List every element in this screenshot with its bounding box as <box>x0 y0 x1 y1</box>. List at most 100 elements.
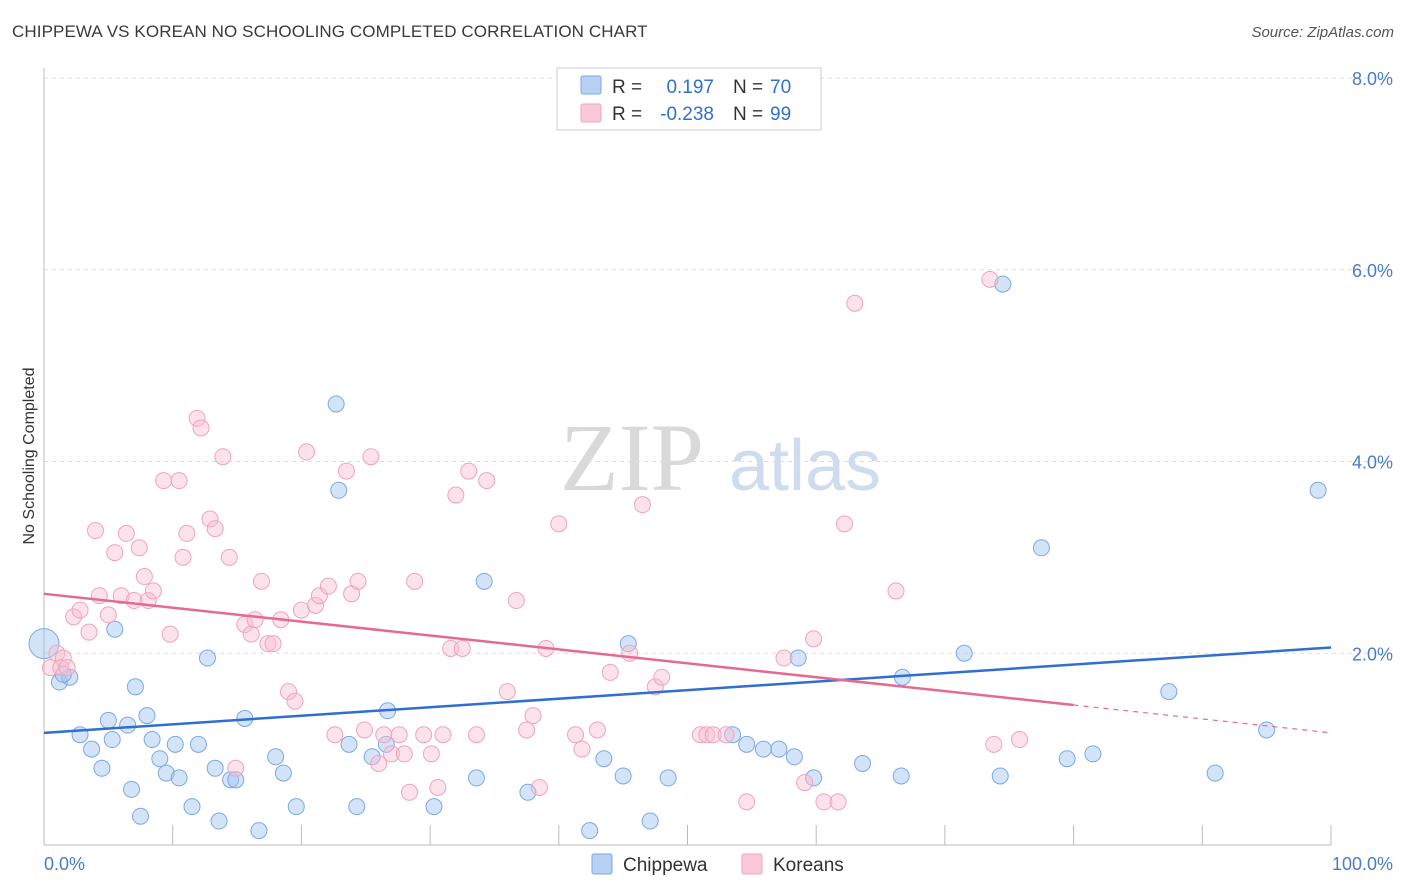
koreans-point <box>518 721 536 739</box>
legend-chippewa-swatch <box>580 75 602 95</box>
bottom-legend-koreans-swatch <box>741 853 763 875</box>
koreans-point <box>292 601 310 619</box>
chippewa-point <box>770 740 788 758</box>
koreans-point <box>117 524 135 542</box>
koreans-point <box>280 683 298 701</box>
gridlines <box>44 77 1393 654</box>
koreans-point <box>201 510 219 528</box>
chippewa-point <box>467 769 485 787</box>
koreans-point <box>337 462 355 480</box>
koreans-point <box>429 778 447 796</box>
chippewa-point <box>425 798 443 816</box>
koreans-point <box>259 635 277 653</box>
chippewa-point <box>595 750 613 768</box>
chippewa-point <box>641 812 659 830</box>
koreans-point <box>178 524 196 542</box>
chippewa-point <box>143 731 161 749</box>
koreans-point <box>298 443 316 461</box>
koreans-point <box>390 726 408 744</box>
koreans-point <box>829 793 847 811</box>
chippewa-point <box>157 764 175 782</box>
chippewa-point <box>994 275 1012 293</box>
chippewa-point <box>785 748 803 766</box>
koreans-point <box>422 745 440 763</box>
koreans-trend-line-extension <box>1073 704 1332 734</box>
bottom-legend-koreans-label: Koreans <box>773 855 844 876</box>
chippewa-point <box>340 735 358 753</box>
koreans-point <box>192 419 210 437</box>
koreans-point <box>286 692 304 710</box>
koreans-point <box>220 548 238 566</box>
chippewa-point <box>50 673 68 691</box>
koreans-point <box>704 726 722 744</box>
koreans-point <box>319 577 337 595</box>
koreans-point <box>395 745 413 763</box>
chippewa-point <box>274 764 292 782</box>
chippewa-point <box>250 822 268 840</box>
series-legend: Chippewa Koreans <box>591 853 844 876</box>
chippewa-point <box>267 748 285 766</box>
chippewa-point <box>198 649 216 667</box>
y-axis-title: No Schooling Completed <box>21 368 38 545</box>
chippewa-point <box>287 798 305 816</box>
koreans-point <box>836 515 854 533</box>
legend-koreans-swatch <box>580 103 602 123</box>
chippewa-point <box>106 620 124 638</box>
koreans-point <box>588 721 606 739</box>
watermark-zip: ZIP <box>560 404 704 511</box>
koreans-point <box>415 726 433 744</box>
koreans-point <box>58 659 76 677</box>
koreans-point <box>375 726 393 744</box>
koreans-point <box>65 608 83 626</box>
koreans-point <box>815 793 833 811</box>
chippewa-point <box>103 731 121 749</box>
koreans-point <box>467 726 485 744</box>
chippewa-point <box>1058 750 1076 768</box>
chippewa-point <box>132 807 150 825</box>
chippewa-point <box>330 481 348 499</box>
koreans-point <box>530 778 548 796</box>
legend-chippewa-r-label: R = <box>612 77 642 98</box>
koreans-point <box>242 625 260 643</box>
bottom-legend-chippewa-swatch <box>591 853 613 875</box>
chippewa-point <box>183 798 201 816</box>
series-koreans-points <box>41 270 1029 811</box>
koreans-point <box>550 515 568 533</box>
koreans-point <box>144 582 162 600</box>
y-tick-labels: 2.0% 4.0% 6.0% 8.0% <box>1352 69 1393 664</box>
chippewa-point <box>151 750 169 768</box>
chippewa-point <box>1160 683 1178 701</box>
koreans-trend-line <box>43 592 1074 707</box>
chippewa-point <box>1258 721 1276 739</box>
koreans-point <box>349 572 367 590</box>
koreans-point <box>264 635 282 653</box>
chippewa-point <box>854 755 872 773</box>
chippewa-trend-line <box>43 646 1332 735</box>
chippewa-point <box>724 726 742 744</box>
koreans-point <box>460 462 478 480</box>
chippewa-point <box>1084 745 1102 763</box>
legend-chippewa-n-label: N = <box>733 77 763 98</box>
chippewa-point <box>581 822 599 840</box>
koreans-point <box>80 623 98 641</box>
koreans-point <box>717 726 735 744</box>
chart-title: CHIPPEWA VS KOREAN NO SCHOOLING COMPLETE… <box>12 22 648 41</box>
chippewa-point <box>119 716 137 734</box>
legend-koreans-n-label: N = <box>733 104 763 125</box>
koreans-point <box>174 548 192 566</box>
koreans-point <box>775 649 793 667</box>
koreans-point <box>805 630 823 648</box>
koreans-point <box>362 448 380 466</box>
koreans-point <box>206 520 224 538</box>
chippewa-point <box>348 798 366 816</box>
koreans-point <box>1011 731 1029 749</box>
koreans-point <box>106 544 124 562</box>
legend-koreans-r-value: -0.238 <box>660 104 714 125</box>
koreans-point <box>653 668 671 686</box>
koreans-point <box>370 755 388 773</box>
koreans-point <box>442 639 460 657</box>
chippewa-point <box>738 735 756 753</box>
koreans-point <box>355 721 373 739</box>
correlation-legend: R = 0.197 N = 70 R = -0.238 N = 99 <box>556 67 822 131</box>
